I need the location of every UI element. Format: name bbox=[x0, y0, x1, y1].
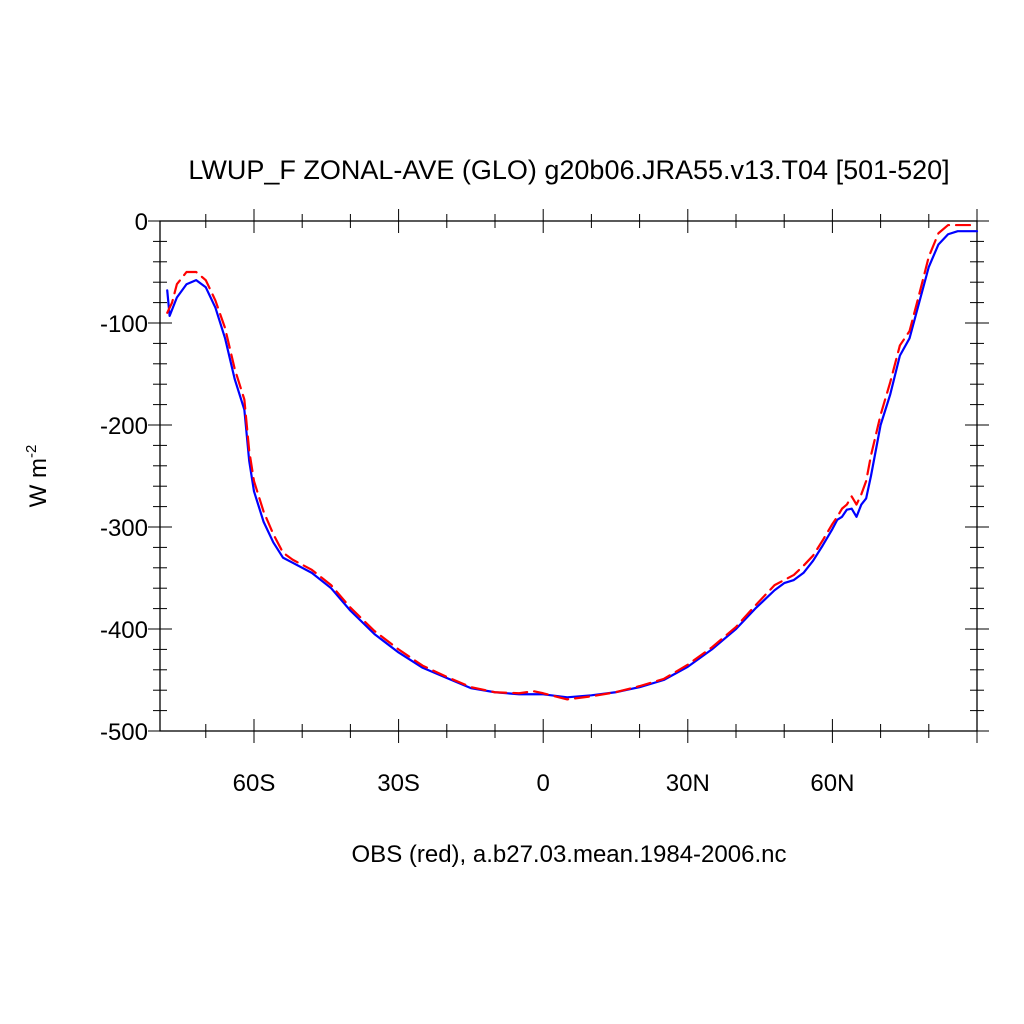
x-tick-label: 30N bbox=[666, 770, 710, 797]
x-tick-label: 0 bbox=[537, 770, 550, 797]
y-tick-label: 0 bbox=[135, 209, 148, 236]
series-line-obs bbox=[166, 223, 979, 701]
axis-ticks bbox=[148, 209, 989, 743]
series-line-model bbox=[166, 230, 979, 699]
series-layer bbox=[166, 223, 979, 701]
x-axis-label: OBS (red), a.b27.03.mean.1984-2006.nc bbox=[352, 841, 787, 868]
plot-frame bbox=[159, 220, 978, 732]
y-axis-label-base: W m bbox=[25, 458, 52, 507]
x-tick-label: 30S bbox=[377, 770, 420, 797]
y-tick-label: -400 bbox=[100, 617, 148, 644]
y-axis-label-superscript: -2 bbox=[23, 445, 40, 458]
chart-title: LWUP_F ZONAL-AVE (GLO) g20b06.JRA55.v13.… bbox=[188, 155, 949, 185]
y-tick-label: -500 bbox=[100, 719, 148, 746]
y-tick-label: -200 bbox=[100, 413, 148, 440]
y-tick-label: -100 bbox=[100, 311, 148, 338]
tick-labels: 60S 30S 0 30N 60N 0 -100 -200 -300 -400 -500 bbox=[100, 209, 854, 797]
y-axis-label: W m-2 bbox=[23, 445, 52, 508]
x-tick-label: 60N bbox=[810, 770, 854, 797]
y-tick-label: -300 bbox=[100, 515, 148, 542]
x-tick-label: 60S bbox=[233, 770, 276, 797]
